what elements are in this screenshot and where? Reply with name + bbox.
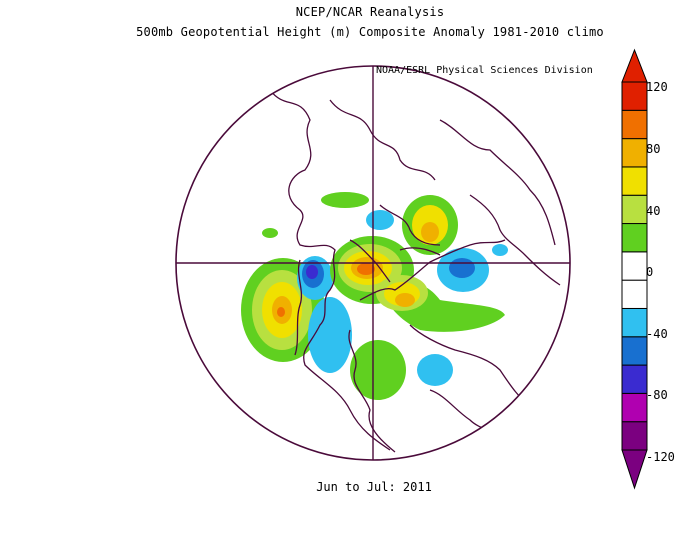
colorbar-cell — [621, 194, 648, 225]
colorbar-cell — [621, 421, 648, 451]
colorbar-tick-label: -120 — [646, 450, 675, 464]
anomaly-neg-alaska — [297, 256, 333, 300]
colorbar-tick-label: 120 — [646, 80, 668, 94]
period-label: Jun to Jul: 2011 — [316, 480, 432, 494]
colorbar-tick-label: 80 — [646, 142, 661, 156]
colorbar-cells — [621, 48, 648, 490]
credit-text: NOAA/ESRL Physical Sciences Division — [376, 65, 593, 76]
anomaly-pos-siberia — [376, 275, 505, 332]
colorbar-tick-label: -80 — [646, 388, 668, 402]
colorbar-arrow-top — [621, 48, 648, 83]
colorbar-cell — [621, 307, 648, 338]
colorbar-tick-label: 40 — [646, 204, 661, 218]
colorbar-cell — [621, 251, 648, 281]
colorbar-cell — [621, 166, 648, 196]
anomaly-pos-canada — [350, 340, 453, 400]
colorbar-cell — [621, 279, 648, 309]
colorbar-cell — [621, 81, 648, 111]
anomaly-neg-atlantic — [492, 244, 508, 256]
colorbar-cell — [621, 223, 648, 253]
colorbar-tick-label: 0 — [646, 265, 654, 279]
colorbar-arrow-bottom — [621, 449, 648, 490]
title-line-1: NCEP/NCAR Reanalysis — [295, 5, 445, 19]
anomaly-neg-pacific-south — [308, 297, 352, 373]
colorbar-tick-label: -40 — [646, 327, 668, 341]
colorbar — [621, 48, 648, 490]
colorbar-cell — [621, 336, 648, 366]
anomaly-pos-eurasia-north — [262, 192, 458, 255]
polar-map — [175, 65, 571, 461]
anomaly-field — [241, 192, 508, 400]
colorbar-cell — [621, 392, 648, 423]
colorbar-cell — [621, 364, 648, 394]
title-line-2: 500mb Geopotential Height (m) Composite … — [136, 25, 604, 39]
colorbar-cell — [621, 109, 648, 140]
colorbar-cell — [621, 138, 648, 168]
